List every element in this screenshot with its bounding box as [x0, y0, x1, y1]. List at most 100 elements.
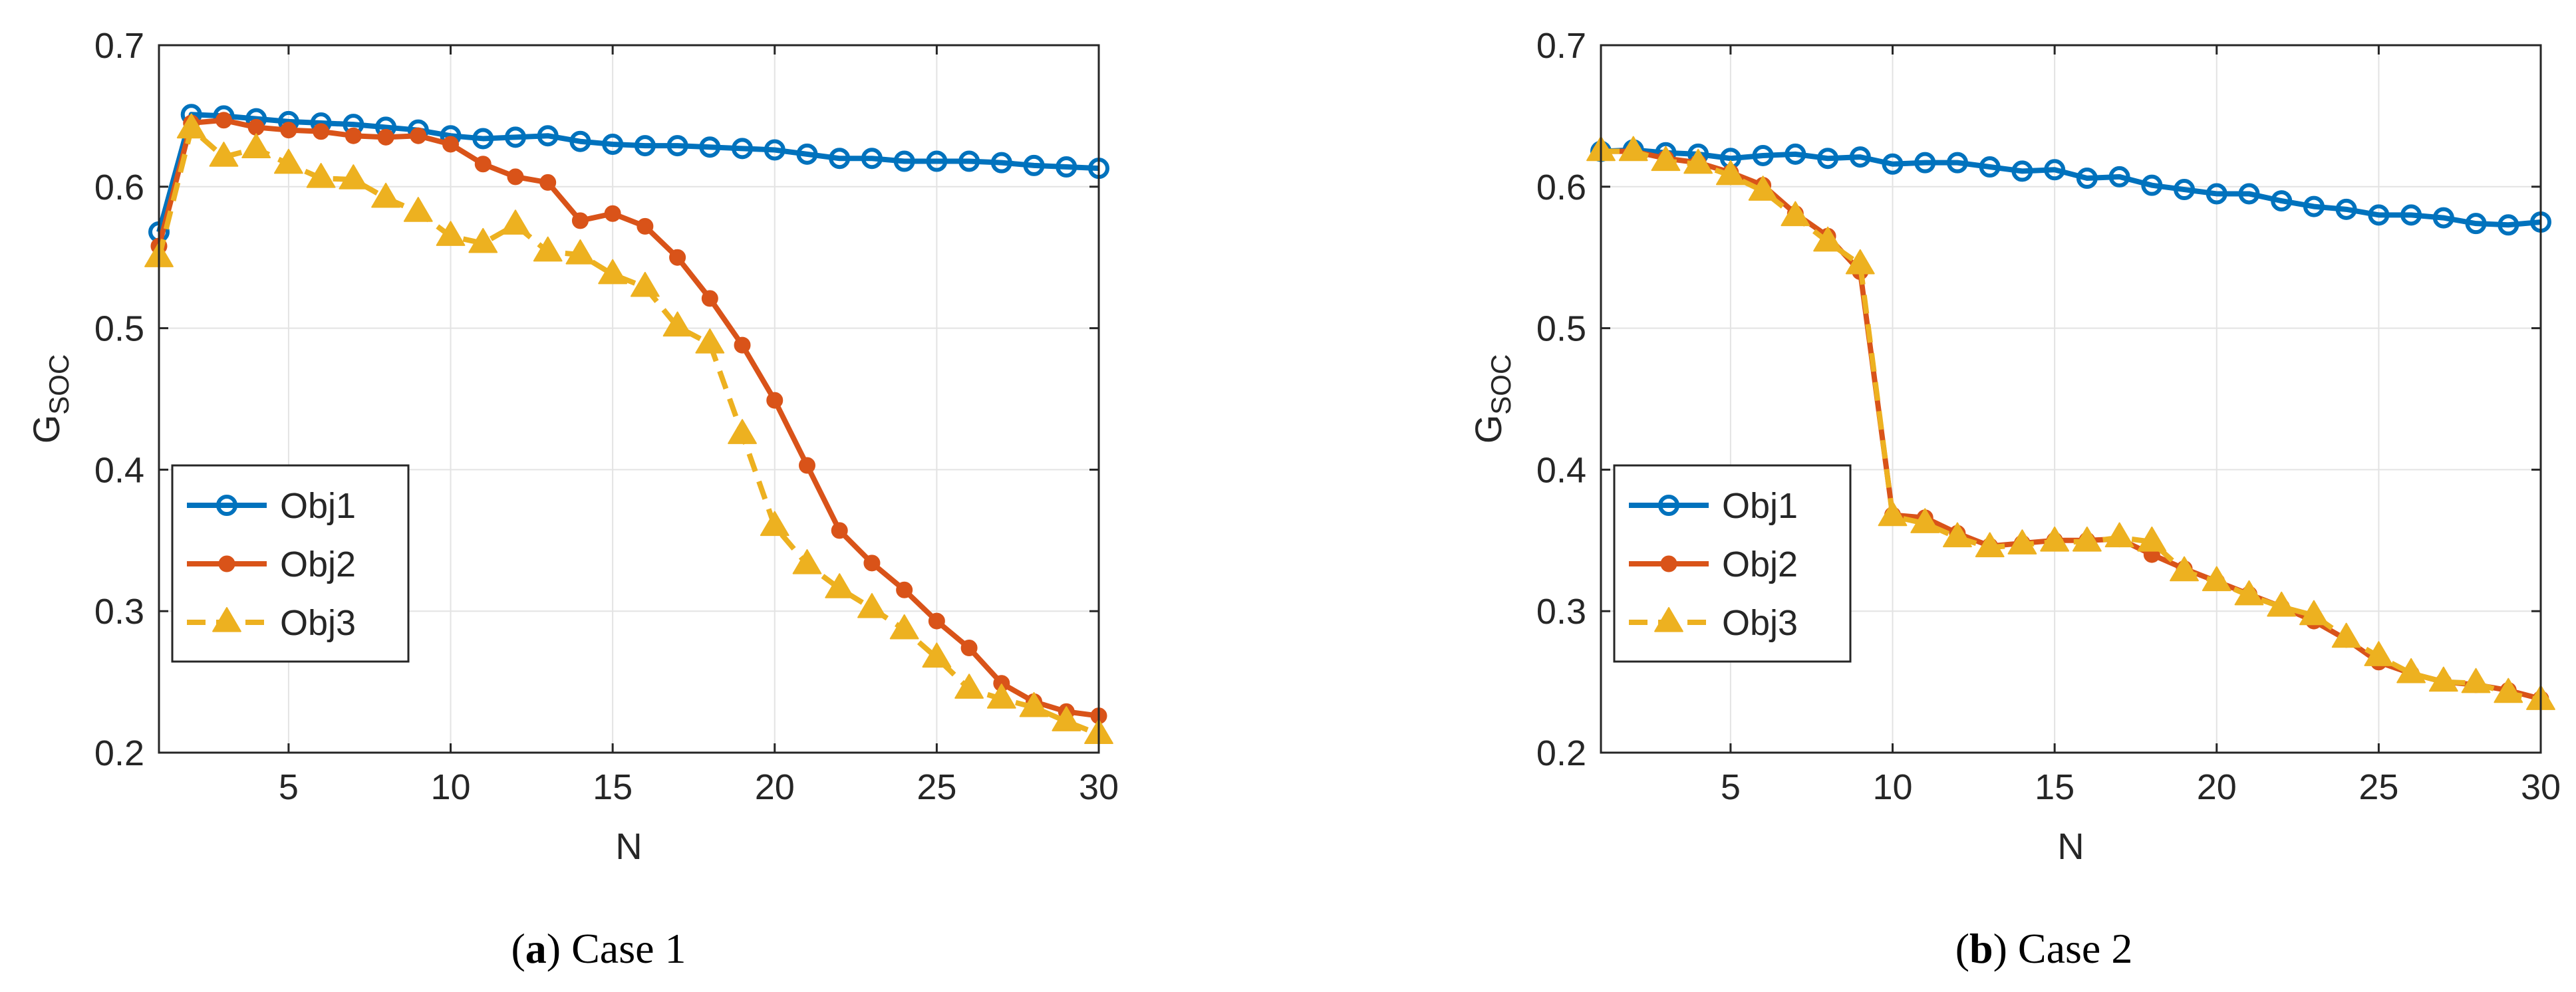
y-axis-label-main: G: [1467, 415, 1509, 444]
data-point-obj1: [472, 128, 494, 150]
data-point-obj2: [928, 612, 945, 630]
data-point-obj1: [1752, 144, 1774, 166]
data-point-obj3: [1651, 146, 1681, 172]
data-point-obj1: [764, 139, 786, 161]
data-point-obj3: [1845, 249, 1875, 275]
x-tick-label: 10: [430, 767, 470, 807]
x-tick-label: 15: [593, 767, 633, 807]
data-point-obj1: [926, 150, 948, 172]
data-point-obj3: [533, 236, 563, 262]
legend-label-obj1: Obj1: [1722, 486, 1798, 526]
data-point-obj3: [1813, 226, 1842, 252]
data-point-obj2: [766, 392, 784, 409]
legend: Obj1 Obj2 Obj3: [1613, 464, 1852, 663]
data-point-obj1: [829, 148, 851, 170]
axes-box: [1600, 44, 2542, 754]
y-tick-label: 0.2: [1536, 733, 1586, 773]
x-axis-label: N: [615, 825, 642, 867]
data-point-obj3: [922, 642, 952, 668]
data-point-obj1: [1914, 152, 1936, 174]
data-point-obj1: [1023, 154, 1045, 176]
data-point-obj1: [2303, 195, 2325, 217]
data-point-obj2: [280, 122, 297, 139]
data-point-obj1: [2465, 213, 2487, 235]
x-tick-label: 20: [2197, 767, 2237, 807]
data-point-obj3: [565, 239, 595, 265]
data-point-obj3: [1748, 176, 1778, 201]
data-point-obj3: [662, 311, 692, 337]
legend-label-obj2: Obj2: [1722, 545, 1798, 584]
x-tick-label: 30: [1079, 767, 1119, 807]
data-point-obj1: [796, 143, 818, 165]
x-tick-label: 5: [279, 767, 299, 807]
legend-marker-obj3: [212, 607, 241, 632]
data-point-obj3: [695, 328, 725, 354]
series-obj3: [144, 113, 1113, 744]
data-point-obj1: [504, 126, 526, 148]
y-tick-label: 0.3: [1536, 592, 1586, 632]
data-point-obj3: [1618, 136, 1648, 162]
data-point-obj1: [2011, 160, 2033, 182]
data-point-obj3: [209, 142, 239, 167]
caption-paren-open: (: [1955, 925, 1969, 972]
data-point-obj3: [986, 683, 1016, 709]
data-point-obj1: [1849, 146, 1871, 168]
data-point-obj2: [831, 522, 848, 539]
x-tick-label: 30: [2521, 767, 2561, 807]
data-point-obj1: [2368, 204, 2390, 226]
y-tick-label: 0.7: [1536, 26, 1586, 66]
y-tick-label: 0.2: [94, 733, 144, 773]
x-axis-label: N: [2057, 825, 2084, 867]
data-point-obj3: [2137, 526, 2167, 552]
y-axis-label: GSOC: [1467, 354, 1516, 444]
data-point-obj1: [699, 136, 721, 158]
data-point-obj1: [893, 150, 915, 172]
data-point-obj3: [889, 614, 919, 640]
data-point-obj3: [728, 419, 757, 444]
data-point-obj1: [2432, 207, 2454, 229]
data-point-obj2: [896, 581, 913, 598]
data-point-obj3: [2007, 529, 2037, 555]
data-point-obj3: [2331, 622, 2361, 648]
x-tick-label: 25: [2359, 767, 2398, 807]
data-point-obj3: [501, 209, 530, 235]
legend-marker-obj2: [1660, 555, 1677, 572]
legend: Obj1 Obj2 Obj3: [171, 464, 410, 663]
data-point-obj3: [2104, 522, 2134, 548]
legend-marker-obj3: [1654, 607, 1683, 632]
data-point-obj3: [2428, 666, 2458, 692]
data-point-obj3: [1878, 501, 1908, 527]
data-point-obj3: [371, 182, 400, 208]
axes-box: [158, 44, 1100, 754]
legend-label-obj1: Obj1: [280, 486, 356, 526]
data-point-obj1: [537, 125, 559, 147]
data-point-obj1: [732, 138, 754, 160]
data-point-obj3: [630, 271, 660, 297]
data-point-obj2: [215, 112, 232, 129]
data-point-obj1: [958, 150, 980, 172]
data-point-obj3: [339, 164, 368, 189]
data-point-obj2: [377, 128, 394, 146]
legend-label-obj3: Obj3: [280, 603, 356, 643]
caption-paren-close: ): [547, 925, 571, 972]
x-tick-label: 15: [2035, 767, 2075, 807]
data-point-obj2: [474, 156, 492, 173]
data-point-obj3: [825, 573, 855, 598]
data-point-obj1: [2206, 183, 2227, 205]
data-point-obj2: [701, 290, 718, 307]
data-point-obj2: [863, 555, 881, 572]
legend-marker-obj1: [216, 495, 237, 516]
data-point-obj3: [1910, 508, 1940, 533]
x-tick-label: 20: [755, 767, 795, 807]
x-tick-label: 5: [1721, 767, 1741, 807]
y-tick-label: 0.6: [94, 168, 144, 207]
data-point-obj2: [410, 127, 427, 144]
figure-caption: (a) Case 1: [511, 925, 686, 972]
series-line-obj1: [1600, 147, 2541, 228]
data-point-obj2: [798, 457, 815, 474]
data-point-obj1: [569, 130, 591, 152]
caption-text: Case 2: [2018, 925, 2132, 972]
data-point-obj3: [2396, 658, 2426, 683]
data-point-obj1: [2238, 183, 2260, 205]
